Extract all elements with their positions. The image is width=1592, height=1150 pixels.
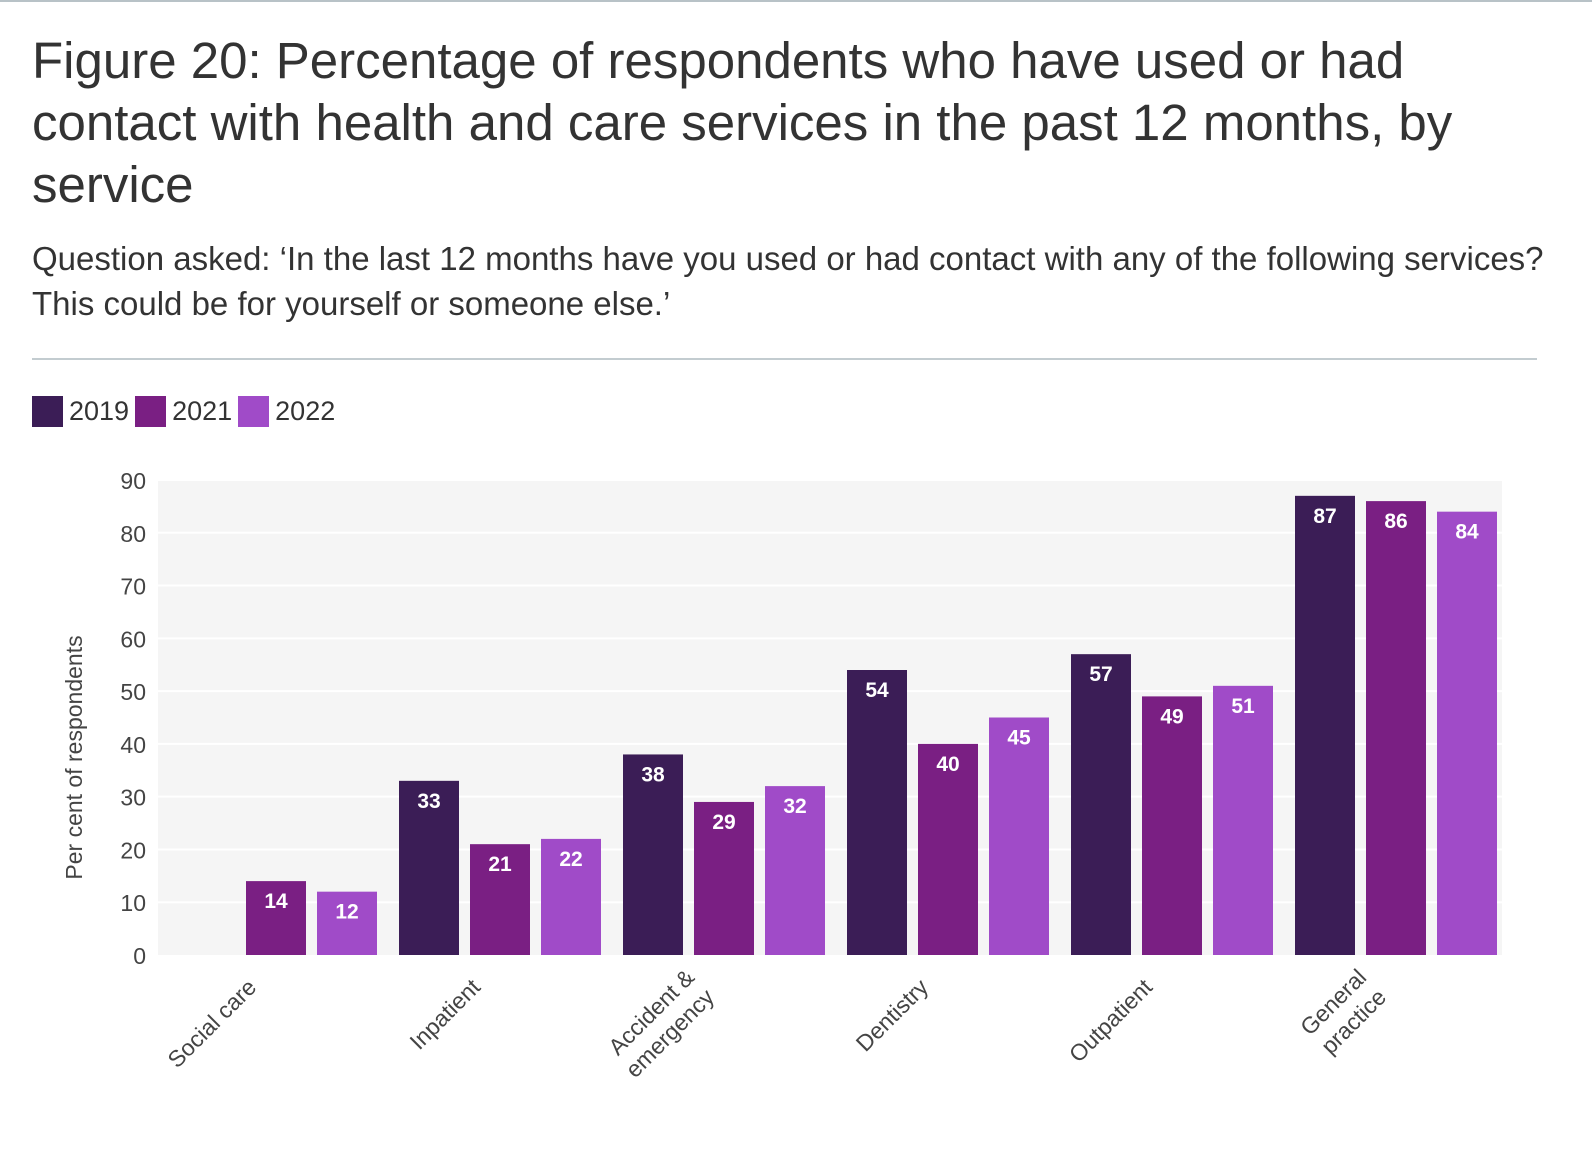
bar bbox=[1366, 501, 1426, 955]
y-tick-label: 90 bbox=[120, 468, 146, 494]
x-tick-label-line: Outpatient bbox=[1064, 973, 1158, 1067]
y-tick-label: 10 bbox=[120, 890, 146, 916]
x-tick-label-line: Dentistry bbox=[851, 973, 934, 1056]
bar bbox=[1295, 495, 1355, 955]
bar bbox=[1142, 696, 1202, 955]
data-label: 57 bbox=[1089, 663, 1112, 686]
x-tick-label: Outpatient bbox=[1064, 973, 1158, 1067]
data-label: 40 bbox=[936, 753, 959, 776]
legend: 2019 2021 2022 bbox=[32, 396, 341, 427]
data-label: 33 bbox=[417, 790, 440, 813]
bar bbox=[623, 754, 683, 955]
y-tick-label: 60 bbox=[120, 626, 146, 652]
data-label: 54 bbox=[865, 679, 889, 702]
data-label: 22 bbox=[559, 848, 582, 871]
y-tick-label: 20 bbox=[120, 837, 146, 863]
data-label: 86 bbox=[1384, 510, 1407, 533]
data-label: 49 bbox=[1160, 705, 1183, 728]
legend-swatch-2022 bbox=[238, 396, 270, 427]
y-tick-label: 40 bbox=[120, 732, 146, 758]
x-tick-label: Social care bbox=[162, 974, 261, 1073]
bar bbox=[765, 786, 825, 955]
x-tick-label-line: Inpatient bbox=[404, 973, 485, 1054]
plot-background bbox=[158, 480, 1502, 955]
y-tick-label: 0 bbox=[133, 943, 146, 969]
bar bbox=[470, 844, 530, 955]
bar bbox=[1437, 511, 1497, 955]
x-tick-label: Inpatient bbox=[404, 973, 485, 1054]
legend-label-2019: 2019 bbox=[69, 396, 130, 426]
data-label: 38 bbox=[641, 763, 665, 786]
legend-swatch-2019 bbox=[32, 396, 63, 427]
data-label: 12 bbox=[335, 901, 358, 924]
legend-label-2022: 2022 bbox=[275, 396, 336, 426]
legend-item-2019[interactable]: 2019 bbox=[32, 396, 129, 427]
data-label: 45 bbox=[1007, 727, 1031, 750]
bar bbox=[399, 780, 459, 955]
bar-chart: 0 10 20 30 40 50 60 70 80 90 Per cent of responden… bbox=[61, 468, 1502, 1083]
data-label: 32 bbox=[783, 795, 806, 818]
bar bbox=[694, 801, 754, 955]
chart-title: Figure 20: Percentage of respondents who… bbox=[32, 32, 1453, 213]
bar bbox=[989, 717, 1049, 955]
bar bbox=[541, 838, 601, 955]
y-tick-label: 50 bbox=[120, 679, 146, 705]
bar bbox=[1071, 654, 1131, 955]
legend-item-2021[interactable]: 2021 bbox=[135, 396, 232, 427]
data-label: 84 bbox=[1455, 521, 1479, 544]
x-tick-label: Accident &emergency bbox=[603, 964, 719, 1083]
top-divider bbox=[0, 0, 1592, 2]
data-label: 14 bbox=[264, 890, 288, 913]
bar bbox=[246, 881, 306, 955]
y-tick-label: 70 bbox=[120, 574, 146, 600]
legend-label-2021: 2021 bbox=[172, 396, 233, 426]
data-label: 87 bbox=[1313, 505, 1336, 528]
legend-item-2022[interactable]: 2022 bbox=[238, 396, 335, 427]
y-axis-label: Per cent of respondents bbox=[61, 635, 87, 879]
data-label: 21 bbox=[488, 853, 512, 876]
bar bbox=[317, 891, 377, 955]
data-label: 29 bbox=[712, 811, 735, 834]
data-label: 51 bbox=[1231, 695, 1255, 718]
bar bbox=[918, 743, 978, 955]
x-tick-label-line: Social care bbox=[162, 974, 261, 1073]
x-tick-label: Dentistry bbox=[851, 973, 934, 1056]
bar bbox=[1213, 685, 1273, 955]
header-divider bbox=[32, 358, 1537, 360]
chart-subtitle: Question asked: ‘In the last 12 months h… bbox=[32, 240, 1544, 322]
legend-swatch-2021 bbox=[135, 396, 167, 427]
bar bbox=[847, 670, 907, 955]
y-tick-label: 80 bbox=[120, 521, 146, 547]
y-tick-label: 30 bbox=[120, 785, 146, 811]
